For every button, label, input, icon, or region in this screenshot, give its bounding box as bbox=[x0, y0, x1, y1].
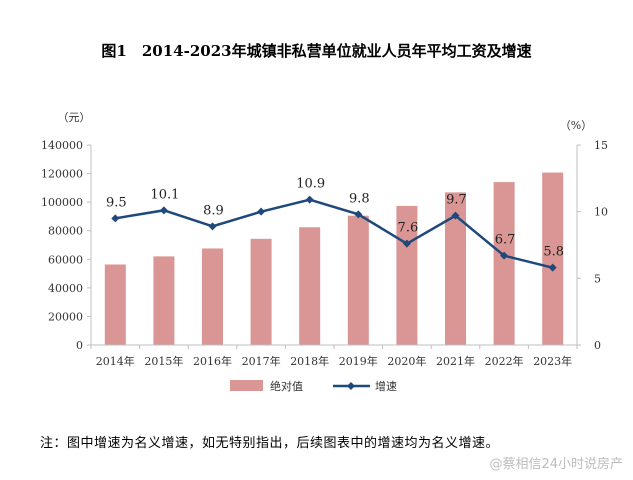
y-left-tick-label: 120000 bbox=[41, 168, 83, 181]
bar-2016年 bbox=[202, 248, 223, 345]
legend: 绝对值 增速 bbox=[230, 379, 397, 393]
footnote: 注：图中增速为名义增速，如无特别指出，后续图表中的增速均为名义增速。 bbox=[40, 436, 500, 451]
x-tick-label: 2015年 bbox=[144, 354, 183, 368]
bar-2023年 bbox=[542, 172, 564, 345]
bar-2015年 bbox=[153, 256, 175, 345]
x-tick-label: 2023年 bbox=[533, 354, 572, 368]
y-left-tick-label: 0 bbox=[76, 339, 83, 352]
bar-2017年 bbox=[250, 238, 272, 345]
y-right-tick-label: 10 bbox=[594, 206, 608, 219]
x-tick-label: 2018年 bbox=[290, 354, 329, 368]
x-tick-label: 2016年 bbox=[193, 354, 232, 368]
growth-data-label: 10.1 bbox=[150, 187, 179, 202]
growth-data-label: 8.9 bbox=[203, 203, 224, 218]
legend-line-marker bbox=[347, 382, 355, 390]
x-tick-label: 2017年 bbox=[242, 354, 281, 368]
chart-title: 图1 2014-2023年城镇非私营单位就业人员年平均工资及增速 bbox=[101, 42, 532, 60]
growth-point-2022年 bbox=[500, 251, 509, 260]
growth-point-2020年 bbox=[402, 239, 411, 248]
growth-point-2019年 bbox=[354, 210, 363, 219]
bar-2014年 bbox=[104, 264, 126, 345]
growth-data-label: 9.7 bbox=[446, 193, 467, 208]
y-left-tick-label: 140000 bbox=[41, 139, 83, 152]
y-right-tick-label: 0 bbox=[594, 339, 601, 352]
y-left-unit: （元） bbox=[58, 111, 91, 124]
axes: 0 20000 40000 60000 80000 100000 120000 140000 （… bbox=[41, 111, 608, 368]
bar-2018年 bbox=[299, 227, 321, 345]
y-left-tick-label: 20000 bbox=[48, 310, 83, 323]
x-tick-label: 2014年 bbox=[96, 354, 135, 368]
bar-2019年 bbox=[347, 215, 369, 345]
growth-line bbox=[115, 198, 553, 269]
growth-point-2017年 bbox=[257, 207, 266, 216]
watermark: @蔡相信24小时说房产 bbox=[489, 457, 623, 472]
legend-bar-label: 绝对值 bbox=[270, 379, 303, 393]
growth-data-label: 5.8 bbox=[543, 245, 564, 260]
y-left-tick-label: 40000 bbox=[48, 282, 83, 295]
x-tick-label: 2022年 bbox=[485, 354, 524, 368]
growth-point-2018年 bbox=[305, 195, 314, 204]
y-left-tick-label: 100000 bbox=[41, 196, 83, 209]
growth-point-2021年 bbox=[451, 211, 460, 220]
y-left-tick-label: 80000 bbox=[48, 225, 83, 238]
legend-line-label: 增速 bbox=[375, 379, 397, 393]
growth-point-2016年 bbox=[208, 222, 217, 231]
growth-point-2015年 bbox=[159, 206, 168, 215]
y-right-tick-label: 15 bbox=[594, 139, 608, 152]
x-tick-label: 2019年 bbox=[339, 354, 378, 368]
bar-2021年 bbox=[445, 192, 466, 345]
line-series: 9.5 10.1 8.9 10.9 9.8 7.6 9.7 6.7 5.8 bbox=[106, 177, 564, 272]
growth-data-label: 10.9 bbox=[296, 177, 325, 192]
growth-data-label: 6.7 bbox=[495, 233, 516, 248]
legend-bar-swatch bbox=[230, 380, 263, 391]
y-right-unit: （%） bbox=[560, 119, 592, 132]
x-tick-label: 2021年 bbox=[436, 354, 475, 368]
growth-data-label: 7.6 bbox=[398, 221, 419, 236]
growth-data-label: 9.8 bbox=[349, 191, 370, 206]
growth-data-label: 9.5 bbox=[106, 195, 127, 210]
y-left-tick-label: 60000 bbox=[48, 253, 83, 266]
bar-2022年 bbox=[493, 182, 515, 345]
growth-point-2023年 bbox=[548, 263, 557, 272]
x-tick-label: 2020年 bbox=[387, 354, 426, 368]
y-right-tick-label: 5 bbox=[594, 272, 601, 285]
growth-point-2014年 bbox=[111, 214, 120, 223]
